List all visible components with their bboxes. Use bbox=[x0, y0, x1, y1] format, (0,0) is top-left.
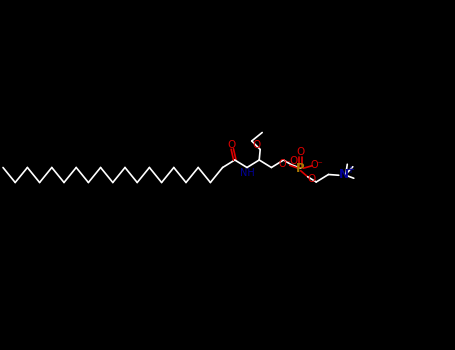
Text: O: O bbox=[297, 147, 305, 157]
Text: +: + bbox=[346, 165, 354, 175]
Text: O: O bbox=[228, 140, 236, 149]
Text: O⁻: O⁻ bbox=[278, 159, 291, 169]
Text: O: O bbox=[290, 156, 298, 167]
Text: N: N bbox=[339, 168, 349, 181]
Text: P: P bbox=[296, 162, 305, 175]
Text: O⁻: O⁻ bbox=[311, 160, 324, 170]
Text: O: O bbox=[253, 140, 261, 150]
Text: O: O bbox=[307, 174, 315, 184]
Text: NH: NH bbox=[240, 168, 255, 178]
